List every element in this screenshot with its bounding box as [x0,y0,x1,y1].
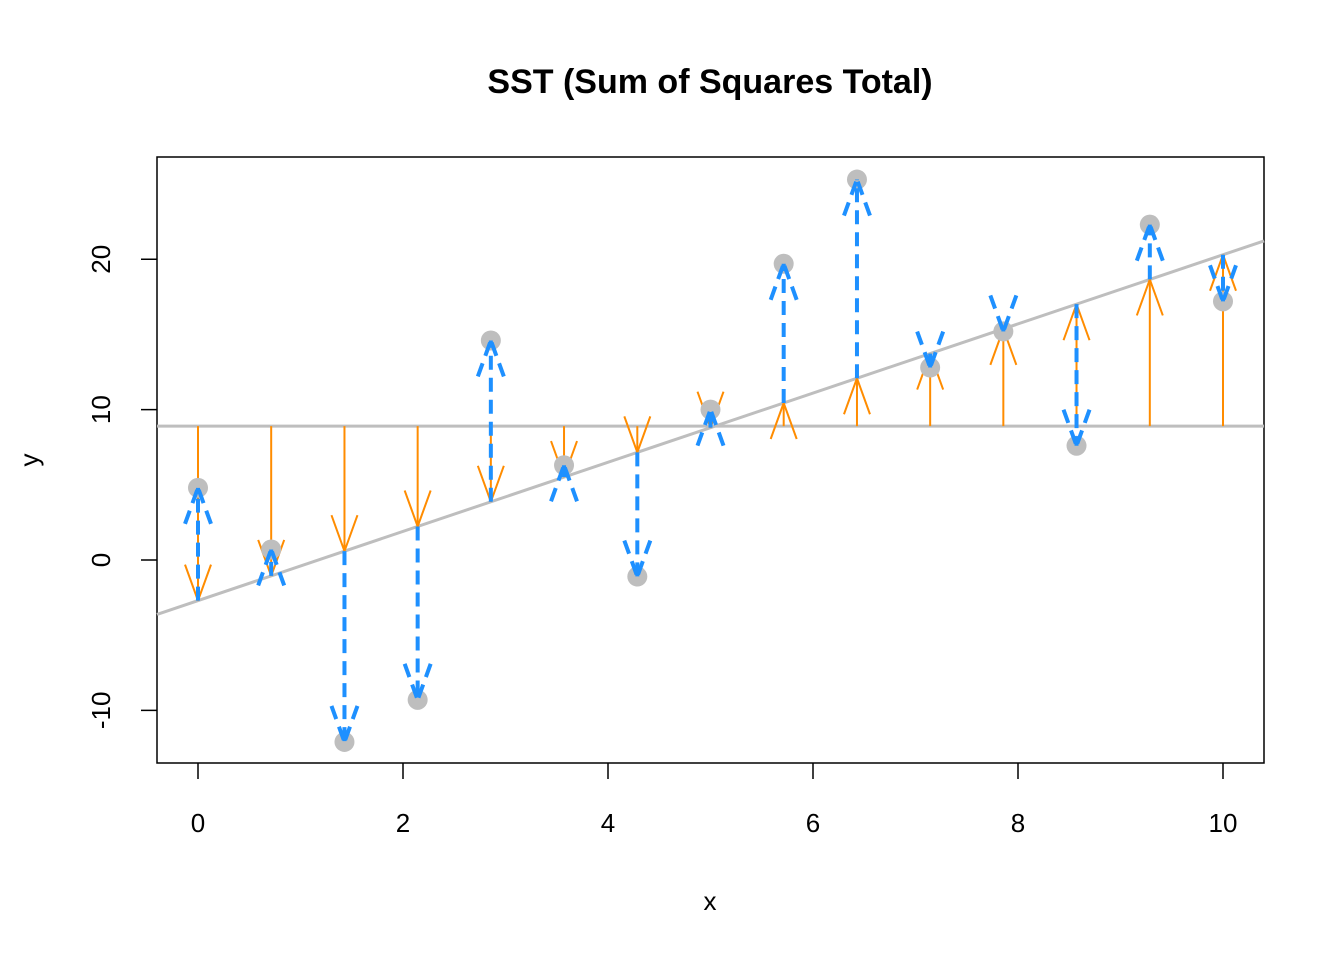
explained-arrow-head-right [489,465,505,503]
residual-arrow-head-left [183,487,200,525]
residual-arrow-head-left [475,339,493,378]
residual-arrow-head-right [708,408,726,447]
residual-arrow-head-left [988,294,1006,333]
residual-arrow-head-right [928,330,946,369]
y-tick-label: 0 [86,553,116,567]
residual-arrow-head-left [1208,264,1225,303]
residual-arrow [622,452,653,578]
residual-arrow-head-left [622,539,640,578]
residual-arrow-head-right [1001,294,1019,333]
residual-arrow-head-left [915,330,933,369]
explained-arrow [1135,279,1164,427]
x-tick-label: 10 [1209,808,1238,838]
x-tick-label: 2 [396,808,410,838]
x-tick-label: 6 [806,808,820,838]
data-point [700,399,721,420]
explained-arrow [403,426,432,527]
explained-arrow-head-left [1209,254,1224,292]
residual-arrow [695,408,726,447]
residual-arrow-head-right [196,487,213,525]
y-axis: -10 0 10 20 [86,245,157,729]
explained-arrow [623,416,652,453]
residual-arrow [915,330,946,369]
explained-arrow [769,402,798,440]
explained-arrow-head-right [1222,254,1237,292]
x-tick-label: 4 [601,808,615,838]
residual-arrow-head-left [402,663,420,701]
residual-arrow-head-right [342,705,360,743]
explained-arrow-head-right [782,402,798,440]
residual-arrow [183,487,213,601]
residual-arrow [768,263,799,403]
x-tick-label: 0 [191,808,205,838]
residual-arrow [1134,223,1165,280]
explained-arrow [330,426,359,552]
residual-arrow-head-left [329,705,347,743]
explained-arrow-head-left [1135,279,1151,316]
residual-arrow-head-right [562,464,579,502]
explained-arrow-head-left [623,416,639,453]
residual-arrow [549,464,579,502]
data-point [407,689,428,710]
residual-arrow [256,548,287,587]
data-points [188,169,1233,752]
residual-arrow-head-right [1221,264,1238,303]
residual-arrow [329,551,360,743]
residual-arrow-head-left [549,464,566,502]
residual-arrow-head-right [1074,409,1092,447]
explained-arrow-head-right [1148,279,1164,316]
explained-arrow-head-right [416,490,432,527]
residual-arrow-head-left [1061,409,1079,447]
data-point [846,169,867,190]
residual-arrow [1208,254,1238,303]
data-point [334,731,355,752]
residual-arrow [988,294,1019,333]
residual-arrow-head-right [488,339,506,378]
explained-arrow-head-left [769,402,785,440]
explained-arrow-head-left [257,539,273,577]
residual-arrow-head-right [635,539,653,578]
explained-arrow-head-right [270,539,286,577]
explained-arrow-head-left [184,564,199,601]
y-axis-label: y [14,454,44,467]
residual-arrow [1061,304,1092,447]
x-axis: 0 2 4 6 8 10 [191,763,1238,838]
y-tick-label: 20 [86,245,116,274]
residual-arrow-head-right [855,178,872,217]
residual-arrow-head-right [1147,223,1165,262]
explained-arrow-head-left [330,514,346,552]
residual-arrow-head-right [415,663,433,701]
residual-arrow-head-left [695,408,713,447]
residual-arrow-head-right [269,548,287,587]
explained-arrow [989,328,1018,427]
explained-arrow-head-left [476,465,492,503]
explained-arrow-head-left [843,377,858,415]
chart-title: SST (Sum of Squares Total) [487,63,932,101]
explained-arrow [843,377,871,427]
data-point [627,566,648,587]
residual-arrow-head-left [768,263,786,301]
residual-arrow-head-left [842,178,859,217]
residual-arrow-head-left [256,548,274,587]
residual-arrow [402,526,433,701]
explained-arrow-head-right [636,416,652,453]
residual-arrow [475,339,506,502]
residual-arrow-head-right [781,263,799,301]
explained-arrow-head-right [343,514,359,552]
y-tick-label: 10 [86,395,116,424]
residual-arrow-head-left [1134,223,1152,262]
y-tick-label: -10 [86,692,116,730]
plot-frame [156,156,1265,764]
explained-arrow-head-left [403,490,419,527]
residual-arrow [842,178,872,379]
explained-arrow-head-left [1062,303,1078,341]
residual-arrows [183,178,1238,743]
explained-arrow-head-right [1075,303,1091,341]
explained-arrow-head-right [856,377,871,415]
x-tick-label: 8 [1011,808,1025,838]
explained-arrow [1062,303,1091,427]
x-axis-label: x [704,886,717,916]
explained-arrow-head-right [197,564,212,601]
